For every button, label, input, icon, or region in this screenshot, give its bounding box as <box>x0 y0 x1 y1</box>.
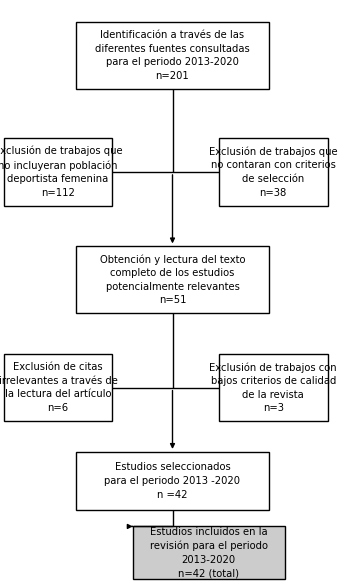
FancyBboxPatch shape <box>4 354 112 421</box>
FancyBboxPatch shape <box>4 139 112 206</box>
Text: Exclusión de citas
irrelevantes a través de
la lectura del artículo
n=6: Exclusión de citas irrelevantes a través… <box>0 362 117 413</box>
FancyBboxPatch shape <box>219 354 328 421</box>
Text: Estudios incluidos en la
revisión para el periodo
2013-2020
n=42 (total): Estudios incluidos en la revisión para e… <box>150 527 268 578</box>
Text: Obtención y lectura del texto
completo de los estudios
potencialmente relevantes: Obtención y lectura del texto completo d… <box>100 254 245 305</box>
FancyBboxPatch shape <box>76 246 269 314</box>
Text: Estudios seleccionados
para el periodo 2013 -2020
n =42: Estudios seleccionados para el periodo 2… <box>105 462 240 500</box>
FancyBboxPatch shape <box>76 452 269 510</box>
FancyBboxPatch shape <box>219 139 328 206</box>
FancyBboxPatch shape <box>76 22 269 89</box>
Text: Exclusión de trabajos que
no contaran con criterios
de selección
n=38: Exclusión de trabajos que no contaran co… <box>209 146 337 198</box>
Text: Identificación a través de las
diferentes fuentes consultadas
para el periodo 20: Identificación a través de las diferente… <box>95 30 250 81</box>
Text: Exclusión de trabajos que
no incluyeran población
deportista femenina
n=112: Exclusión de trabajos que no incluyeran … <box>0 146 122 198</box>
Text: Exclusión de trabajos con
bajos criterios de calidad
de la revista
n=3: Exclusión de trabajos con bajos criterio… <box>209 362 337 413</box>
FancyBboxPatch shape <box>133 526 285 579</box>
